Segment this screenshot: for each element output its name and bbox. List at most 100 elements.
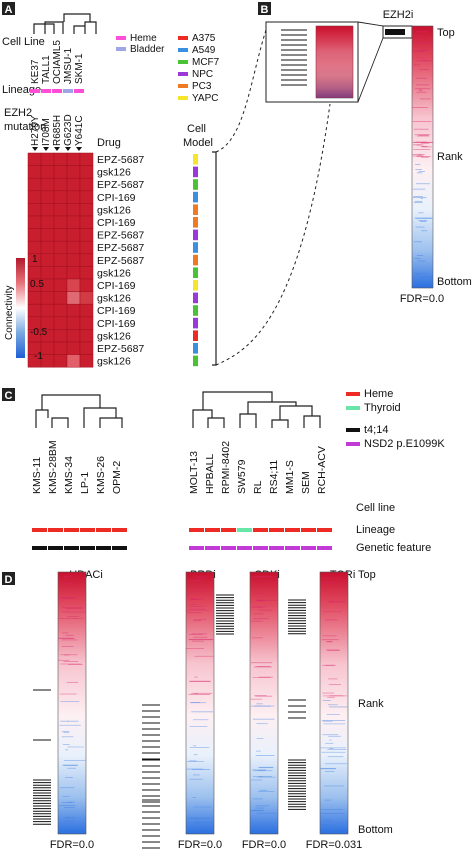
model-legend-label: MCF7	[192, 57, 220, 68]
drug-label: CPI-169	[97, 192, 136, 204]
heatmap-cell	[79, 329, 94, 343]
c-cell-line-label: HPBALL	[204, 454, 216, 494]
c-cell-line-label: RL	[252, 480, 264, 494]
cell-line-label: KE37	[30, 59, 41, 84]
d-top-label: Top	[358, 569, 376, 581]
inset-strip-top	[316, 26, 353, 98]
cell-model-swatch	[193, 317, 198, 329]
mutation-marker	[43, 147, 49, 151]
heatmap-cell	[66, 354, 81, 368]
cell-line-label: TALL1	[41, 55, 52, 84]
c-genetic-cell	[96, 546, 111, 550]
d-rank-strip	[57, 571, 87, 835]
drug-label: CPI-169	[97, 280, 136, 292]
panel-d-label: D	[5, 574, 13, 586]
group2-dendrogram	[192, 391, 321, 428]
c-genetic-cell	[301, 546, 316, 550]
row-label-cell-line: Cell Line	[2, 36, 45, 48]
mutation-label: R685H	[52, 115, 63, 146]
heatmap-cell	[79, 354, 94, 368]
heatmap-cell	[27, 203, 42, 217]
heatmap-cell	[27, 215, 42, 229]
lineage-cell	[63, 89, 73, 93]
heatmap-cell	[66, 278, 81, 292]
panel-c-legend: Heme Thyroid t4;14 NSD2 p.E1099K	[346, 388, 445, 450]
heatmap-cell	[40, 228, 55, 242]
lineage-cell	[74, 89, 84, 93]
inset-hit-ticks	[281, 29, 307, 86]
heatmap-cell	[53, 329, 68, 343]
c-genetic-cell	[205, 546, 220, 550]
lineage-cell	[30, 89, 40, 93]
heatmap-cell	[27, 177, 42, 192]
heatmap-cell	[40, 354, 55, 368]
lineage-bar	[30, 89, 84, 93]
c-genetic-cell	[48, 546, 63, 550]
d-fdr-label: FDR=0.0	[50, 839, 94, 850]
heatmap-cell	[40, 341, 55, 355]
drug-labels: EPZ-5687gsk126EPZ-5687CPI-169gsk126CPI-1…	[97, 154, 144, 368]
d-rank-strip	[319, 571, 349, 835]
c-genetic-cell	[32, 546, 47, 550]
dashed-connector-top	[215, 29, 267, 153]
heatmap-cell	[79, 228, 94, 242]
heatmap-cell	[79, 341, 94, 355]
c-genetic-cell	[269, 546, 284, 550]
cell-model-swatch	[193, 179, 198, 190]
top-hit-block	[385, 29, 405, 35]
panel-a: A Cell Line Lineage EZH2 mutation KE37 TA…	[2, 2, 220, 368]
model-legend-swatch	[178, 96, 188, 100]
c-cell-line-label: KMS-28BM	[47, 440, 59, 494]
heatmap-cell	[79, 253, 94, 267]
mutation-labels: H279Y I708M R685H G623D Y641C	[30, 114, 85, 151]
c-cell-line-label: RS4;11	[268, 460, 280, 494]
c-cell-line-label: KMS-34	[63, 456, 75, 494]
drug-label: CPI-169	[97, 217, 136, 229]
heatmap-cell	[27, 291, 42, 305]
heatmap-cell	[40, 190, 55, 204]
c-cell-line-label: LP-1	[79, 472, 91, 494]
heatmap-cell	[27, 165, 42, 179]
model-legend-label: YAPC	[192, 93, 219, 104]
lineage-legend-swatch	[116, 47, 126, 51]
heatmap-cell	[66, 303, 81, 318]
heatmap-cell	[40, 253, 55, 267]
c-lineage-cell	[189, 528, 204, 532]
heatmap-cell	[53, 354, 68, 368]
heatmap-cell	[27, 240, 42, 255]
mutation-marker	[76, 147, 82, 151]
heatmap-cell	[66, 341, 81, 355]
cell-model-swatch	[193, 343, 198, 354]
panel-d: D HDACiFDR=0.0BRDiFDR=0.0CDKiFDR=0.0mTOR…	[2, 569, 393, 850]
heatmap-cell	[53, 316, 68, 330]
heatmap-cell	[40, 240, 55, 255]
heatmap-cell	[79, 266, 94, 280]
heatmap-cell	[79, 316, 94, 330]
c-legend-label: Thyroid	[364, 402, 401, 414]
drug-label: EPZ-5687	[97, 343, 144, 355]
heatmap-cell	[53, 341, 68, 355]
lineage-cell	[41, 89, 51, 93]
heatmap-cell	[66, 253, 81, 267]
colorbar-tick-1: 1	[32, 254, 38, 265]
drug-label: EPZ-5687	[97, 255, 144, 267]
heatmap-cell	[66, 291, 81, 305]
cell-model-swatch	[193, 254, 198, 266]
b-fdr-label: FDR=0.0	[400, 293, 444, 305]
c-lineage-cell	[301, 528, 316, 532]
cell-model-swatch	[193, 166, 198, 178]
d-fdr-label: FDR=0.031	[306, 839, 363, 850]
group1-dendrogram	[35, 394, 123, 428]
heatmap-cell	[27, 266, 42, 280]
heatmap-cell	[40, 177, 55, 192]
heatmap-cell	[40, 203, 55, 217]
c-genetic-cell	[285, 546, 300, 550]
heatmap-cell	[40, 303, 55, 318]
c-lineage-cell	[317, 528, 332, 532]
c-lineage-cell	[253, 528, 268, 532]
d-rank-label: Rank	[358, 698, 384, 710]
heatmap-cell	[66, 165, 81, 179]
heatmap-cell	[40, 165, 55, 179]
